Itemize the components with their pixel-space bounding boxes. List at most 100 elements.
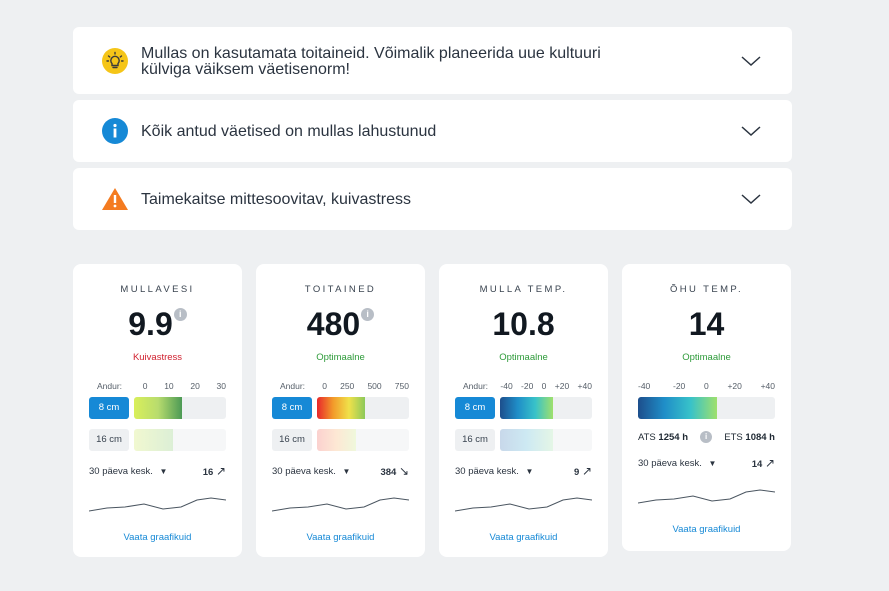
avg-number: 384 bbox=[380, 467, 397, 478]
scale-labels: Andur: 0 250 500 750 bbox=[272, 381, 409, 391]
period-select[interactable]: 30 päeva kesk. ▼ bbox=[638, 458, 716, 469]
status-text: Optimaalne bbox=[682, 352, 731, 363]
card-value: 14 bbox=[688, 306, 725, 342]
average-value: 16 ↗ bbox=[203, 464, 226, 478]
depth-chip-16cm[interactable]: 16 cm bbox=[455, 429, 495, 451]
alert-text: Kõik antud väetised on mullas lahustunud bbox=[141, 123, 437, 140]
alert-text: Taimekaitse mittesoovitav, kuivastress bbox=[141, 191, 412, 208]
scale-tick: +20 bbox=[727, 381, 742, 391]
depth-row: 16 cm bbox=[272, 429, 409, 451]
view-graphs-link[interactable]: Vaata graafikuid bbox=[306, 532, 375, 543]
level-bar bbox=[638, 397, 775, 419]
view-graphs-link[interactable]: Vaata graafikuid bbox=[489, 532, 558, 543]
scale-tick: -20 bbox=[673, 381, 686, 391]
period-label: 30 päeva kesk. bbox=[455, 465, 519, 477]
card-soil-temp: MULLA TEMP. 10.8 Optimaalne Andur: -40 -… bbox=[439, 264, 608, 557]
avg-number: 16 bbox=[202, 467, 214, 478]
scale-tick: 750 bbox=[394, 381, 409, 391]
chevron-down-icon[interactable] bbox=[740, 124, 762, 138]
info-icon[interactable]: i bbox=[700, 431, 713, 443]
level-fill bbox=[500, 397, 554, 419]
card-value: 10.8 bbox=[492, 306, 555, 342]
depth-chip-16cm[interactable]: 16 cm bbox=[272, 429, 312, 451]
trend-arrow-icon: ↗ bbox=[215, 464, 226, 478]
trend-arrow-icon: ↗ bbox=[764, 456, 775, 470]
temp-row bbox=[638, 397, 775, 419]
chevron-down-icon[interactable] bbox=[740, 54, 762, 68]
card-soil-water: MULLAVESI 9.9 i Kuivastress Andur: 0 10 2… bbox=[73, 264, 242, 557]
period-select[interactable]: 30 päeva kesk. ▼ bbox=[89, 466, 167, 477]
scale-tick: 20 bbox=[190, 381, 200, 391]
alert-plant-protection[interactable]: Taimekaitse mittesoovitav, kuivastress bbox=[73, 168, 792, 230]
scale-tick: 250 bbox=[340, 381, 355, 391]
ets-value: ETS 1084 h bbox=[724, 432, 775, 443]
level-bar bbox=[134, 429, 226, 451]
average-row[interactable]: 30 päeva kesk. ▼ 14 ↗ bbox=[638, 456, 775, 470]
depth-row: 16 cm bbox=[89, 429, 226, 451]
level-fill bbox=[317, 397, 365, 419]
scale-label: Andur: bbox=[280, 381, 306, 391]
info-icon[interactable]: i bbox=[173, 308, 187, 321]
trend-arrow-icon: ↗ bbox=[581, 464, 592, 478]
scale-labels: Andur: 0 10 20 30 bbox=[89, 381, 226, 391]
value-text: 480 bbox=[306, 306, 361, 342]
level-fill bbox=[317, 429, 356, 451]
trend-arrow-icon: ↘ bbox=[398, 464, 409, 478]
depth-chip-8cm[interactable]: 8 cm bbox=[455, 397, 495, 419]
scale-tick: 0 bbox=[322, 381, 327, 391]
avg-number: 14 bbox=[751, 459, 763, 470]
average-row[interactable]: 30 päeva kesk. ▼ 16 ↗ bbox=[89, 464, 226, 478]
ets-hours: 1084 h bbox=[745, 431, 775, 443]
warning-icon bbox=[101, 185, 129, 213]
scale-label: Andur: bbox=[463, 381, 489, 391]
scale-tick: -20 bbox=[521, 381, 534, 391]
alert-text: Mullas on kasutamata toitaineid. Võimali… bbox=[141, 44, 601, 78]
scale-tick: 0 bbox=[142, 381, 148, 391]
depth-chip-16cm[interactable]: 16 cm bbox=[89, 429, 129, 451]
ats-label: ATS bbox=[638, 431, 656, 443]
scale-tick: +20 bbox=[554, 381, 570, 391]
depth-row: 16 cm bbox=[455, 429, 592, 451]
view-graphs-link[interactable]: Vaata graafikuid bbox=[123, 532, 192, 543]
info-icon[interactable]: i bbox=[361, 308, 375, 321]
period-label: 30 päeva kesk. bbox=[638, 457, 702, 469]
level-fill bbox=[500, 429, 554, 451]
card-value: 480 i bbox=[272, 306, 409, 342]
level-fill bbox=[134, 429, 173, 451]
sparkline bbox=[271, 497, 410, 512]
depth-row: 8 cm bbox=[455, 397, 592, 419]
sparkline bbox=[637, 489, 776, 504]
status-text: Kuivastress bbox=[132, 352, 183, 363]
average-row[interactable]: 30 päeva kesk. ▼ 9 ↗ bbox=[455, 464, 592, 478]
average-value: 384 ↘ bbox=[380, 464, 409, 478]
period-label: 30 päeva kesk. bbox=[272, 465, 336, 477]
chevron-down-icon[interactable] bbox=[740, 192, 762, 206]
ats-ets-row: ATS 1254 h i ETS 1084 h bbox=[638, 431, 775, 443]
scale-tick: 30 bbox=[216, 381, 226, 391]
period-select[interactable]: 30 päeva kesk. ▼ bbox=[455, 466, 533, 477]
card-air-temp: ÕHU TEMP. 14 Optimaalne -40 -20 0 +20 +4… bbox=[622, 264, 791, 551]
ats-value: ATS 1254 h bbox=[638, 432, 688, 443]
level-bar bbox=[317, 429, 409, 451]
scale-tick: -40 bbox=[638, 381, 651, 391]
ats-hours: 1254 h bbox=[658, 431, 688, 443]
alert-nutrients[interactable]: Mullas on kasutamata toitaineid. Võimali… bbox=[73, 27, 792, 94]
lightbulb-icon bbox=[101, 47, 129, 75]
period-select[interactable]: 30 päeva kesk. ▼ bbox=[272, 466, 350, 477]
scale-labels: -40 -20 0 +20 +40 bbox=[638, 381, 775, 391]
depth-chip-8cm[interactable]: 8 cm bbox=[89, 397, 129, 419]
alert-fertilizer[interactable]: Kõik antud väetised on mullas lahustunud bbox=[73, 100, 792, 162]
caret-down-icon: ▼ bbox=[342, 466, 351, 476]
level-fill bbox=[134, 397, 182, 419]
avg-number: 9 bbox=[574, 467, 580, 478]
level-bar bbox=[500, 397, 592, 419]
caret-down-icon: ▼ bbox=[159, 466, 168, 476]
scale-tick: +40 bbox=[577, 381, 592, 391]
period-label: 30 päeva kesk. bbox=[89, 465, 153, 477]
scale-tick: 10 bbox=[164, 381, 174, 391]
sparkline bbox=[454, 497, 593, 512]
average-row[interactable]: 30 päeva kesk. ▼ 384 ↘ bbox=[272, 464, 409, 478]
depth-chip-8cm[interactable]: 8 cm bbox=[272, 397, 312, 419]
scale-label: Andur: bbox=[97, 381, 123, 391]
view-graphs-link[interactable]: Vaata graafikuid bbox=[672, 524, 741, 535]
